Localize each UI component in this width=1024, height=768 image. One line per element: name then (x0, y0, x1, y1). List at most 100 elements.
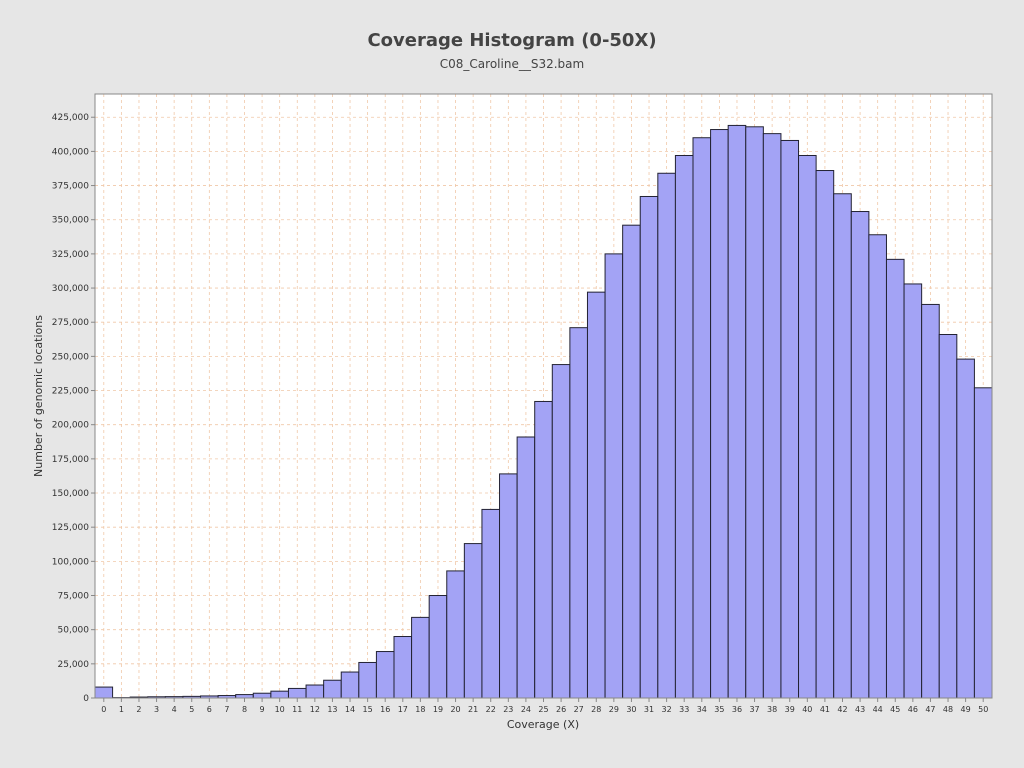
x-tick-label: 11 (292, 705, 302, 714)
x-tick-label: 26 (556, 705, 566, 714)
x-tick-label: 35 (714, 705, 724, 714)
histogram-bar (745, 126, 764, 699)
x-tick-label: 4 (172, 705, 177, 714)
histogram-bar (622, 224, 641, 699)
x-tick-label: 30 (626, 705, 636, 714)
histogram-bar (674, 154, 694, 699)
x-tick-label: 29 (609, 705, 619, 714)
histogram-bar (358, 661, 377, 699)
histogram-bar (657, 172, 676, 699)
x-tick-label: 9 (260, 705, 265, 714)
y-tick-label: 100,000 (52, 557, 89, 567)
x-tick-label: 28 (591, 705, 601, 714)
y-tick-label: 200,000 (52, 421, 89, 431)
histogram-bar (516, 436, 536, 699)
x-tick-label: 34 (697, 705, 707, 714)
histogram-bar (235, 694, 254, 699)
y-tick-label: 375,000 (52, 182, 89, 192)
x-tick-label: 40 (802, 705, 812, 714)
x-tick-label: 49 (961, 705, 971, 714)
histogram-bar (727, 124, 747, 699)
x-tick-label: 20 (450, 705, 460, 714)
x-tick-label: 6 (207, 705, 212, 714)
histogram-bar (798, 154, 817, 699)
histogram-bar (551, 364, 571, 699)
y-tick-label: 325,000 (52, 250, 89, 260)
histogram-bar (499, 473, 518, 699)
y-tick-label: 50,000 (58, 626, 90, 636)
histogram-bar (446, 570, 465, 699)
histogram-bar (692, 137, 712, 699)
y-tick-label: 225,000 (52, 387, 89, 397)
histogram-bar (850, 211, 870, 699)
histogram-bar (411, 616, 430, 699)
y-tick-label: 125,000 (52, 523, 89, 533)
x-tick-label: 39 (785, 705, 795, 714)
x-tick-label: 33 (679, 705, 689, 714)
histogram-bar (604, 253, 624, 699)
y-tick-label: 150,000 (52, 489, 89, 499)
histogram-bar (270, 690, 289, 699)
y-tick-label: 75,000 (58, 592, 90, 602)
x-tick-label: 2 (136, 705, 141, 714)
histogram-bar (287, 687, 307, 699)
y-tick-label: 25,000 (58, 660, 90, 670)
y-tick-label: 0 (83, 694, 89, 704)
y-tick-label: 300,000 (52, 284, 89, 294)
histogram-bar (762, 133, 782, 699)
histogram-bar (885, 258, 905, 699)
x-tick-label: 14 (345, 705, 355, 714)
x-tick-label: 50 (978, 705, 988, 714)
histogram-bar (956, 358, 975, 699)
histogram-bar (569, 327, 588, 699)
x-tick-label: 1 (119, 705, 124, 714)
x-tick-label: 10 (275, 705, 285, 714)
x-tick-label: 43 (855, 705, 865, 714)
histogram-bar (375, 651, 395, 699)
x-tick-label: 23 (503, 705, 513, 714)
histogram-bar (481, 508, 501, 699)
histogram-bar (534, 400, 553, 699)
histogram-bar (938, 334, 958, 699)
x-tick-label: 37 (749, 705, 759, 714)
y-ticks: 0 25,000 50,000 75,000 100,000 125,000 150,000… (52, 113, 95, 704)
x-tick-label: 3 (154, 705, 159, 714)
x-ticks: 0 1 2 3 4 5 6 7 8 9 10 11 12 13 14 15 16 17 18 19 20 21 22 23 24… (101, 698, 988, 714)
x-tick-label: 27 (574, 705, 584, 714)
histogram-bar (868, 234, 887, 699)
y-axis-label: Number of genomic locations (32, 315, 45, 477)
histogram-bar (973, 387, 993, 699)
x-tick-label: 18 (415, 705, 425, 714)
x-tick-label: 47 (925, 705, 935, 714)
x-tick-label: 46 (908, 705, 918, 714)
histogram-bar (903, 283, 923, 699)
y-tick-label: 425,000 (52, 113, 89, 123)
x-tick-label: 13 (327, 705, 337, 714)
x-tick-label: 16 (380, 705, 390, 714)
y-tick-label: 400,000 (52, 147, 89, 157)
x-tick-label: 12 (310, 705, 320, 714)
x-tick-label: 5 (189, 705, 194, 714)
histogram-bar (428, 595, 448, 699)
x-tick-label: 36 (732, 705, 742, 714)
x-tick-label: 48 (943, 705, 953, 714)
histogram-bar (323, 679, 342, 699)
histogram-bar (639, 195, 659, 699)
x-tick-label: 7 (224, 705, 229, 714)
histogram-bar (710, 129, 729, 699)
x-tick-label: 22 (486, 705, 496, 714)
y-tick-label: 275,000 (52, 318, 89, 328)
x-axis-label: Coverage (X) (507, 718, 579, 731)
histogram-bar (305, 684, 325, 699)
chart-title: Coverage Histogram (0-50X) (367, 30, 657, 51)
histogram-bar (340, 671, 360, 699)
histogram-bar (94, 686, 114, 699)
x-tick-label: 38 (767, 705, 777, 714)
histogram-bar (252, 692, 272, 699)
x-tick-label: 0 (101, 705, 106, 714)
x-tick-label: 42 (837, 705, 847, 714)
histogram-bar (586, 291, 606, 699)
x-tick-label: 41 (820, 705, 830, 714)
x-tick-label: 19 (433, 705, 443, 714)
